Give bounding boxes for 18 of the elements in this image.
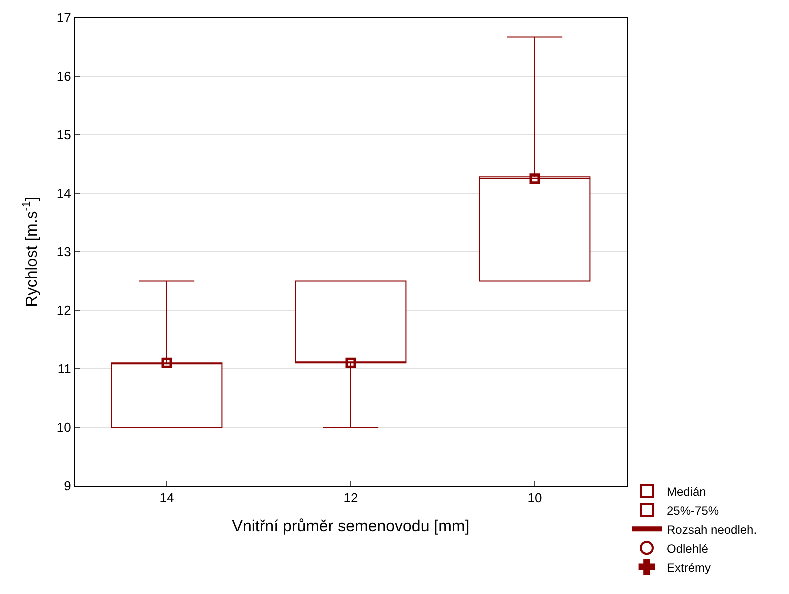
y-tick-label: 13: [56, 244, 72, 260]
y-tick-label: 9: [64, 478, 72, 494]
x-tick-label: 12: [344, 490, 358, 506]
legend-label: 25%-75%: [667, 504, 720, 518]
legend-label: Extrémy: [667, 560, 712, 575]
x-axis-title: Vnitřní průměr semenovodu [mm]: [232, 518, 470, 536]
legend-label: Rozsah neodleh.: [667, 522, 758, 537]
y-tick-label: 10: [56, 420, 72, 436]
legend-label: Odlehlé: [667, 542, 709, 556]
y-tick-label: 11: [58, 362, 72, 377]
x-tick-label: 10: [528, 490, 542, 506]
y-tick-label: 15: [56, 128, 72, 143]
legend-label: Medián: [667, 484, 706, 499]
y-tick-label: 17: [56, 10, 72, 26]
x-tick-label: 14: [160, 490, 174, 506]
y-tick-label: 16: [56, 69, 72, 84]
y-tick-label: 14: [56, 186, 72, 202]
y-tick-label: 12: [56, 303, 72, 318]
